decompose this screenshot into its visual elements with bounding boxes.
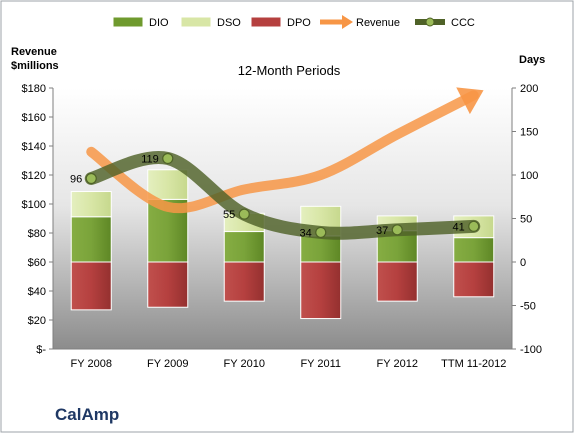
- bar-dpo: [147, 261, 189, 308]
- ccc-point: [391, 224, 403, 236]
- y-left-label-line1: Revenue: [11, 46, 57, 58]
- bar-dpo: [300, 261, 342, 320]
- ccc-point: [162, 152, 174, 165]
- y-right-tick-label: 0: [520, 257, 526, 269]
- bars-layer: [70, 169, 495, 320]
- y-left-tick-label: $100: [22, 199, 46, 211]
- legend-label-ccc: CCC: [451, 17, 475, 29]
- bar-dpo: [376, 261, 418, 302]
- lines-layer: 96 119 55 34 37 41: [70, 87, 484, 240]
- revenue-line: [86, 90, 479, 214]
- legend-swatch-revenue-head: [342, 15, 353, 29]
- legend-swatch-dio: [112, 16, 144, 28]
- chart-title: 12-Month Periods: [238, 63, 341, 78]
- y-left-tick-label: $-: [36, 344, 46, 356]
- ccc-point: [468, 220, 480, 232]
- legend: DIO DSO DPO Revenue CCC: [112, 15, 475, 29]
- y-right-tick-label: 50: [520, 214, 532, 226]
- ccc-point: [85, 172, 97, 185]
- y-left-label-line2: $millions: [11, 60, 59, 72]
- y-left-tick-label: $140: [22, 141, 46, 153]
- y-left-tick-label: $20: [28, 315, 46, 327]
- legend-label-dpo: DPO: [287, 17, 311, 29]
- legend-label-dso: DSO: [217, 17, 241, 29]
- y-left-tick-label: $40: [28, 286, 46, 298]
- x-tick-label: FY 2012: [377, 358, 418, 370]
- legend-swatch-ccc-marker: [425, 17, 435, 27]
- bar-dpo: [453, 261, 495, 298]
- bar-dso: [147, 169, 189, 200]
- x-tick-label: TTM 11-2012: [441, 358, 506, 370]
- ccc-point: [238, 208, 250, 220]
- ccc-data-label: 96: [70, 173, 82, 185]
- bar-dio: [70, 216, 112, 263]
- legend-label-dio: DIO: [149, 17, 169, 29]
- y-right-label: Days: [519, 54, 545, 66]
- x-tick-label: FY 2009: [147, 358, 188, 370]
- axes-layer: $- $20 $40 $60 $80 $100 $120 $140 $160 $180 -100 -5…: [22, 83, 543, 370]
- ccc-data-label: 55: [223, 209, 235, 221]
- bar-dio: [300, 235, 342, 263]
- y-left-tick-label: $120: [22, 170, 46, 182]
- ccc-data-label: 34: [300, 227, 312, 239]
- ccc-data-label: 37: [376, 225, 388, 237]
- y-left-tick-label: $60: [28, 257, 46, 269]
- bar-dpo: [223, 261, 265, 302]
- bar-dio: [223, 231, 265, 263]
- y-right-tick-label: 150: [520, 127, 538, 139]
- ccc-point: [315, 226, 327, 239]
- y-left-tick-label: $80: [28, 228, 46, 240]
- x-tick-label: FY 2008: [71, 358, 112, 370]
- bar-dpo: [70, 261, 112, 311]
- x-tick-label: FY 2010: [224, 358, 265, 370]
- y-left-tick-label: $180: [22, 83, 46, 95]
- y-right-tick-label: -50: [520, 301, 536, 313]
- y-right-tick-label: 200: [520, 83, 538, 95]
- revenue-arrowhead: [456, 87, 484, 115]
- x-tick-label: FY 2011: [300, 358, 341, 370]
- ccc-data-label: 41: [453, 221, 465, 233]
- ccc-data-label: 119: [141, 153, 159, 165]
- company-name: CalAmp: [55, 405, 119, 424]
- y-left-tick-label: $160: [22, 112, 46, 124]
- plot-area: [53, 88, 512, 349]
- legend-swatch-dpo: [250, 16, 282, 28]
- legend-swatch-dso: [180, 16, 212, 28]
- bar-dso: [70, 191, 112, 218]
- bar-dio: [453, 237, 495, 263]
- legend-label-revenue: Revenue: [356, 17, 400, 29]
- y-right-tick-label: -100: [520, 344, 542, 356]
- y-right-tick-label: 100: [520, 170, 538, 182]
